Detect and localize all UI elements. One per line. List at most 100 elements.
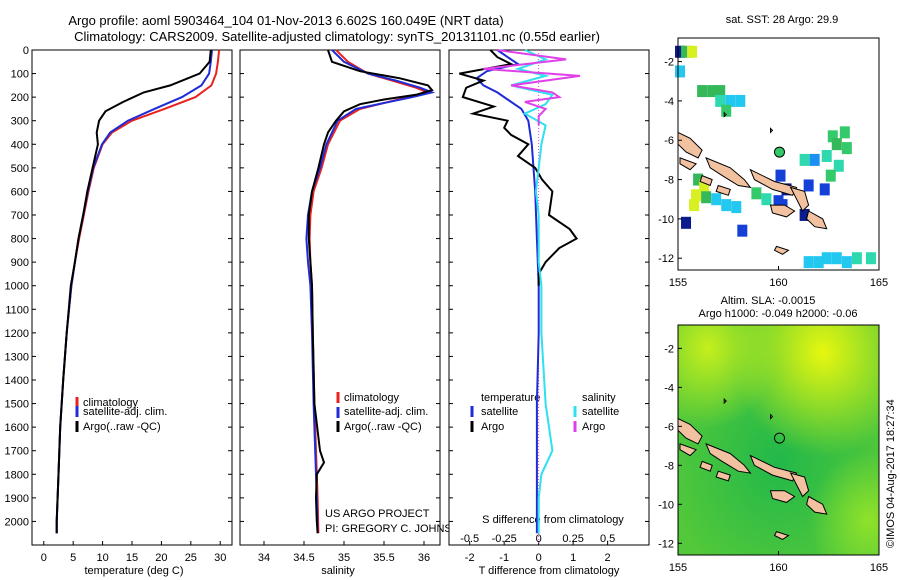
- sst-pixel: [775, 169, 786, 182]
- legend-label-satellite: satellite-adj. clim.: [344, 406, 428, 418]
- series-line-s-argo: [483, 49, 581, 126]
- map-ytick-label: -4: [664, 96, 674, 108]
- ytick-label: 0: [23, 45, 29, 57]
- xtick-label: 10: [96, 552, 108, 564]
- legend-title-salinity: salinity: [582, 392, 616, 404]
- temperature-legend: climatology satellite-adj. clim. Argo(..…: [75, 397, 167, 433]
- sla-field-high-3: [678, 325, 879, 555]
- sst-pixel: [803, 256, 814, 269]
- sst-pixel: [831, 138, 842, 151]
- island: [679, 157, 698, 171]
- xtick-label: 15: [126, 552, 138, 564]
- sst_map-axes: 155 160 165 -2 -4 -6 -8 -10 -12: [658, 57, 888, 289]
- map-ytick-label: -2: [664, 343, 674, 355]
- xtick-label: 34: [258, 552, 270, 564]
- map-ytick-label: -6: [664, 135, 674, 147]
- salinity-legend: climatology satellite-adj. clim. Argo(..…: [336, 392, 428, 433]
- ytick-label: 1900: [5, 493, 29, 505]
- island: [770, 413, 774, 420]
- xtick-label: 20: [155, 552, 167, 564]
- island: [723, 111, 727, 118]
- salinity-diff-tick-label: -0.5: [460, 533, 479, 545]
- legend-title-temperature: temperature: [481, 392, 540, 404]
- ytick-label: 900: [11, 257, 29, 269]
- sst-pixel: [725, 94, 736, 107]
- sst-pixel: [681, 45, 692, 58]
- legend-label-climatology: climatology: [83, 397, 139, 409]
- sst-pixel: [715, 94, 726, 107]
- sst-pixel: [825, 169, 836, 182]
- map-xtick-label: 165: [870, 562, 888, 574]
- sst-pixel: [675, 65, 686, 78]
- ytick-label: 200: [11, 92, 29, 104]
- legend-label-s-argo: Argo: [582, 421, 605, 433]
- credit-project: US ARGO PROJECT: [325, 508, 430, 520]
- ytick-label: 1500: [5, 399, 29, 411]
- map-ytick-label: -12: [658, 253, 674, 265]
- title-line-1: Argo profile: aoml 5903464_104 01-Nov-20…: [68, 13, 503, 28]
- island: [723, 397, 727, 405]
- salinity-diff-legend: salinity satellite Argo: [573, 392, 619, 433]
- island: [769, 490, 796, 503]
- series-line-argo-raw-qc-: [55, 49, 212, 534]
- salinity-panel: salinity climatology satellite-adj. clim…: [239, 49, 468, 577]
- map-xtick-label: 155: [669, 277, 687, 289]
- salinity-axes-frame: [239, 49, 441, 546]
- map-ytick-label: -6: [664, 421, 674, 433]
- sst-pixel: [731, 201, 742, 214]
- legend-label-s-satellite: satellite: [582, 406, 619, 418]
- map-ytick-label: -10: [658, 214, 674, 226]
- sst-pixel: [735, 94, 746, 107]
- map-xtick-label: 155: [669, 562, 687, 574]
- xtick-label: 1: [570, 552, 576, 564]
- difference-xlabel: T difference from climatology: [479, 565, 620, 577]
- sst-pixel: [831, 252, 842, 265]
- sst-pixel: [841, 142, 852, 155]
- ytick-label: 700: [11, 210, 29, 222]
- island: [773, 530, 790, 540]
- salinity-diff-tick-label: 0: [536, 533, 542, 545]
- salinity-xlabel: salinity: [321, 565, 355, 577]
- ytick-label: 1800: [5, 469, 29, 481]
- legend-label-argo: Argo(..raw -QC): [344, 421, 422, 433]
- sst-pixel: [827, 130, 838, 143]
- ytick-label: 2000: [5, 516, 29, 528]
- sst-map-title: sat. SST: 28 Argo: 29.9: [726, 14, 839, 26]
- difference-axes-frame: [448, 49, 650, 546]
- map-ytick-label: -10: [658, 499, 674, 511]
- ytick-label: 800: [11, 234, 29, 246]
- sst-map-land: [677, 111, 828, 255]
- ytick-label: 100: [11, 69, 29, 81]
- sst-pixel: [711, 193, 722, 206]
- legend-label-t-satellite: satellite: [481, 406, 518, 418]
- island: [749, 454, 798, 482]
- island: [715, 470, 731, 482]
- sst-pixel: [721, 104, 732, 117]
- map-ytick-label: -4: [664, 382, 674, 394]
- temperature-axes-frame: [31, 49, 233, 546]
- island: [770, 127, 774, 134]
- ytick-label: 1600: [5, 422, 29, 434]
- map-ytick-label: -8: [664, 460, 674, 472]
- sst-pixel: [701, 191, 712, 204]
- sst-pixel: [693, 173, 704, 186]
- xtick-label: 2: [605, 552, 611, 564]
- xtick-label: -1: [499, 552, 509, 564]
- sla-map-title-2: Argo h1000: -0.049 h2000: -0.06: [698, 308, 857, 320]
- legend-label-argo: Argo(..raw -QC): [83, 421, 161, 433]
- sla-map-land: [677, 397, 828, 540]
- sst-pixel: [721, 199, 732, 212]
- ytick-label: 1300: [5, 351, 29, 363]
- xtick-label: 35: [338, 552, 350, 564]
- series-line-argo-raw-qc-: [307, 49, 434, 534]
- ytick-label: 1100: [5, 304, 29, 316]
- salinity-diff-tick-label: 0.25: [562, 533, 583, 545]
- sst-pixel: [689, 199, 700, 212]
- legend-label-satellite: satellite-adj. clim.: [83, 406, 167, 418]
- island: [806, 495, 828, 515]
- sst-pixel: [813, 256, 824, 269]
- temperature-panel: temperature (deg C) climatology satellit…: [31, 49, 233, 577]
- plot-layer: 0 5 10 15 20 25 300100200300400500600700800900…: [5, 45, 649, 564]
- sst-pixel: [833, 159, 844, 172]
- sst-pixel: [707, 85, 718, 98]
